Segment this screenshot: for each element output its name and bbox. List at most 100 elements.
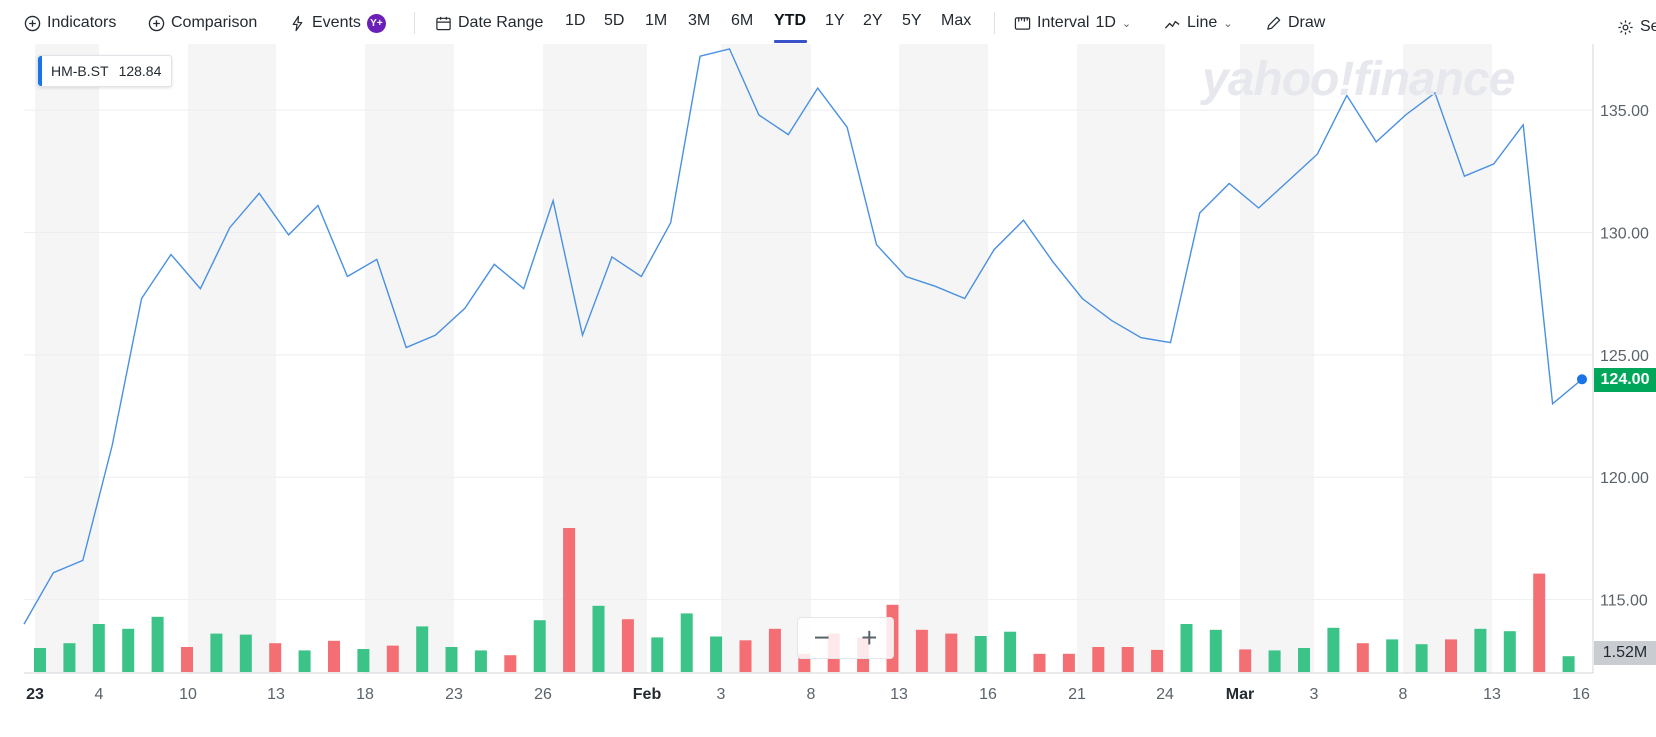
volume-bar <box>328 640 340 672</box>
active-range-indicator <box>774 40 807 43</box>
toolbar-divider <box>414 12 415 34</box>
date-range-button[interactable]: Date Range <box>435 10 543 36</box>
volume-bar <box>768 628 781 672</box>
volume-bar <box>945 633 958 672</box>
gear-icon <box>1618 19 1633 35</box>
date-band <box>1077 44 1165 673</box>
volume-bar <box>1209 629 1222 672</box>
volume-bar <box>592 605 605 672</box>
x-tick-label: 13 <box>1483 686 1501 703</box>
x-tick-label: 3 <box>1310 686 1319 703</box>
volume-bar <box>1386 639 1399 672</box>
legend-symbol: HM-B.ST <box>51 63 109 79</box>
x-tick-label: 16 <box>1572 686 1590 703</box>
indicators-button[interactable]: Indicators <box>24 10 116 36</box>
date-band <box>543 44 647 673</box>
date-band <box>188 44 276 673</box>
volume-bar <box>1151 649 1164 672</box>
chevron-down-icon: ⌄ <box>1121 17 1132 30</box>
legend-color-bar <box>38 56 42 86</box>
volume-bar <box>122 628 135 672</box>
y-tick-label: 130.00 <box>1600 225 1649 242</box>
range-1y[interactable]: 1Y <box>825 12 845 29</box>
x-tick-label: 18 <box>356 686 374 703</box>
x-tick-label: 23 <box>26 686 44 703</box>
range-2y[interactable]: 2Y <box>863 12 883 29</box>
plus-circle-icon <box>148 15 165 31</box>
range-1m[interactable]: 1M <box>645 12 668 29</box>
x-tick-label: 10 <box>179 686 197 703</box>
x-tick-label: 4 <box>95 686 104 703</box>
volume-bar <box>357 649 370 672</box>
events-button[interactable]: Events Y+ <box>289 10 386 36</box>
date-band <box>899 44 988 673</box>
lightning-icon <box>292 15 303 31</box>
volume-bar <box>92 624 105 672</box>
volume-bar <box>63 643 76 672</box>
x-tick-label: Feb <box>633 686 662 703</box>
y-axis-labels: 135.00 130.00 125.00 120.00 115.00 <box>1600 103 1649 609</box>
volume-bar <box>1562 656 1575 672</box>
x-tick-label: 13 <box>890 686 908 703</box>
draw-button[interactable]: Draw <box>1265 10 1325 36</box>
range-6m[interactable]: 6M <box>731 12 754 29</box>
x-tick-label: 23 <box>445 686 463 703</box>
volume-bar <box>151 616 164 672</box>
x-tick-label: Mar <box>1226 686 1254 703</box>
comparison-button[interactable]: Comparison <box>148 10 257 36</box>
volume-bar <box>1445 639 1457 672</box>
date-band <box>365 44 454 673</box>
date-bands <box>35 44 1492 673</box>
volume-bar <box>1239 649 1252 672</box>
date-band <box>1403 44 1492 673</box>
date-band <box>1240 44 1314 673</box>
zoom-out-button[interactable]: − <box>813 622 830 653</box>
interval-label: Interval <box>1037 14 1090 31</box>
symbol-legend[interactable]: HM-B.ST 128.84 <box>37 55 173 87</box>
date-band <box>35 44 99 673</box>
volume-bar <box>563 528 576 672</box>
x-axis-labels: 23 4 10 13 18 23 26 Feb 3 8 13 16 21 24 Mar 3 8 13 16 <box>26 686 1590 703</box>
gridlines <box>24 109 1593 601</box>
x-tick-label: 3 <box>717 686 726 703</box>
premium-badge: Y+ <box>366 13 386 33</box>
date-range-label: Date Range <box>458 14 544 31</box>
current-price-tag: 124.00 <box>1594 368 1656 392</box>
zoom-in-button[interactable]: + <box>861 622 878 653</box>
settings-button[interactable]: Se <box>1617 14 1656 40</box>
volume-bar <box>269 643 282 672</box>
range-1d[interactable]: 1D <box>565 12 586 29</box>
volume-bar <box>1356 643 1369 672</box>
volume-bar <box>1092 647 1105 672</box>
range-max[interactable]: Max <box>941 12 972 29</box>
interval-value: 1D <box>1095 14 1116 31</box>
x-tick-label: 8 <box>1399 686 1408 703</box>
volume-bar <box>239 634 252 672</box>
range-5d[interactable]: 5D <box>604 12 625 29</box>
toolbar-divider <box>994 12 995 34</box>
x-tick-label: 8 <box>807 686 816 703</box>
volume-bar <box>1298 648 1310 672</box>
chart-style-label: Line <box>1187 14 1218 31</box>
comparison-label: Comparison <box>171 14 258 31</box>
volume-bar <box>181 647 193 672</box>
watermark-logo: yahoo!finance <box>1202 53 1515 106</box>
date-band <box>721 44 811 673</box>
range-5y[interactable]: 5Y <box>902 12 922 29</box>
last-price-dot <box>1577 374 1587 385</box>
indicators-label: Indicators <box>47 14 117 31</box>
range-3m[interactable]: 3M <box>688 12 711 29</box>
volume-bar <box>710 636 723 672</box>
interval-dropdown[interactable]: Interval 1D ⌄ <box>1014 10 1131 36</box>
chart-style-dropdown[interactable]: Line ⌄ <box>1164 10 1232 36</box>
line-chart-icon <box>1164 20 1180 29</box>
events-label: Events <box>312 14 361 31</box>
volume-bar <box>1180 624 1193 672</box>
x-tick-label: 26 <box>534 686 552 703</box>
zoom-controls: − + <box>797 617 894 659</box>
volume-bar <box>474 650 487 672</box>
volume-bar <box>621 619 634 672</box>
calendar-icon <box>436 16 451 30</box>
range-ytd[interactable]: YTD <box>774 12 806 29</box>
